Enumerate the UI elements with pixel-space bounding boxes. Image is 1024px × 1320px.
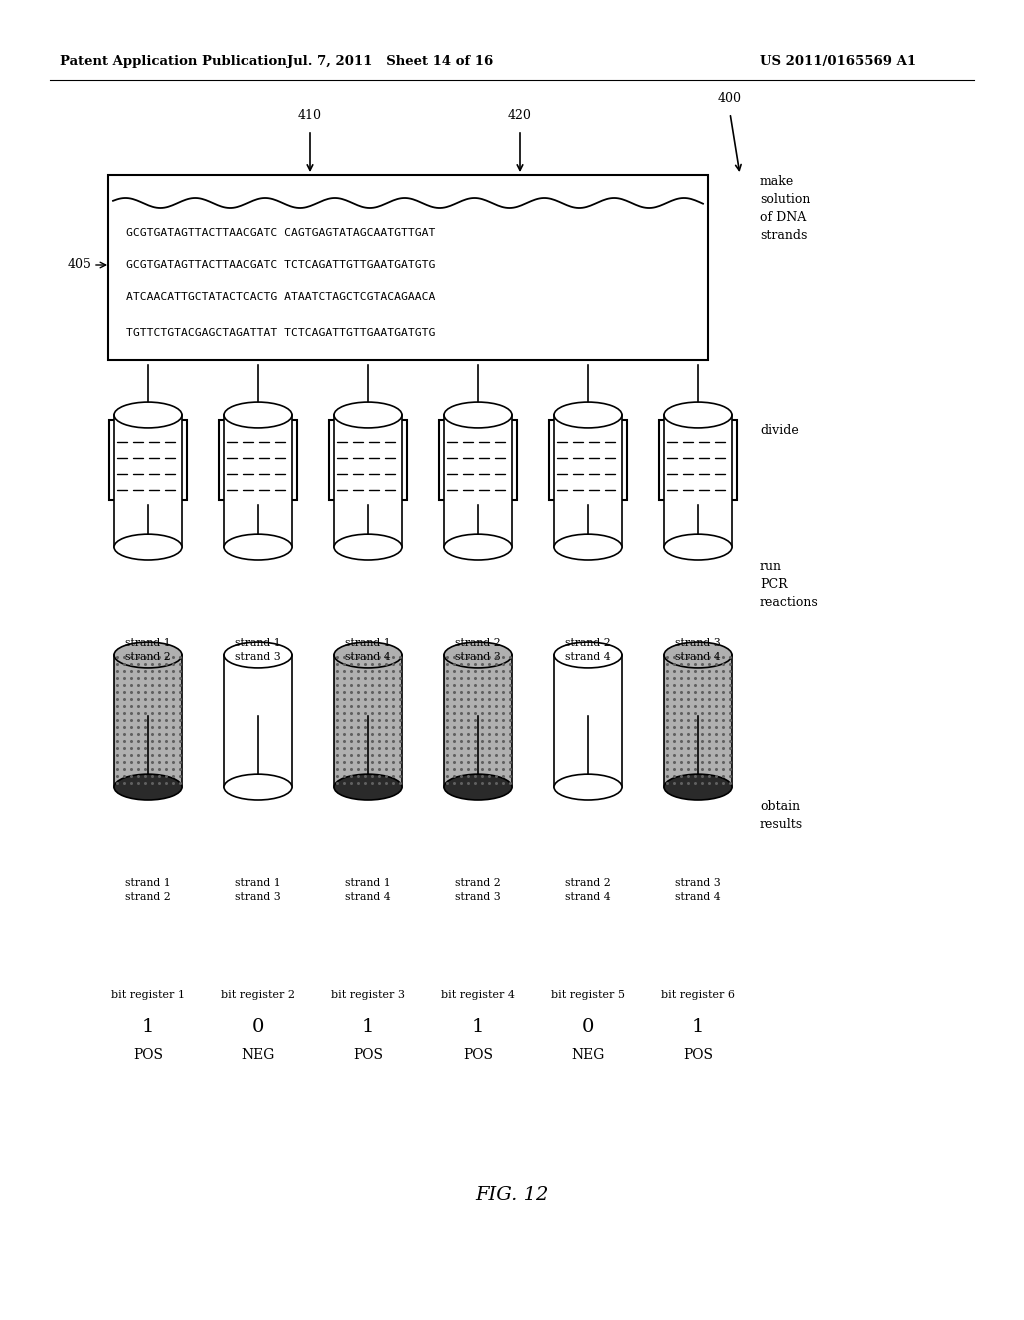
Bar <box>444 414 512 546</box>
Ellipse shape <box>334 774 402 800</box>
Bar <box>224 414 292 546</box>
Text: bit register 6: bit register 6 <box>662 990 735 1001</box>
Ellipse shape <box>114 403 182 428</box>
Text: strand 2
strand 3: strand 2 strand 3 <box>455 639 501 661</box>
Text: 410: 410 <box>298 110 322 121</box>
Bar <box>108 176 708 360</box>
Text: obtain
results: obtain results <box>760 800 803 832</box>
Text: 1: 1 <box>361 1018 374 1036</box>
Text: bit register 2: bit register 2 <box>221 990 295 1001</box>
Ellipse shape <box>334 642 402 668</box>
Text: POS: POS <box>463 1048 493 1063</box>
Bar <box>329 420 407 500</box>
Text: 420: 420 <box>508 110 531 121</box>
Text: FIG. 12: FIG. 12 <box>475 1185 549 1204</box>
Text: bit register 4: bit register 4 <box>441 990 515 1001</box>
Text: make
solution
of DNA
strands: make solution of DNA strands <box>760 176 810 242</box>
Text: strand 3
strand 4: strand 3 strand 4 <box>675 639 721 661</box>
Text: 0: 0 <box>582 1018 594 1036</box>
Ellipse shape <box>554 774 622 800</box>
Text: bit register 1: bit register 1 <box>111 990 185 1001</box>
Ellipse shape <box>444 535 512 560</box>
Text: 0: 0 <box>252 1018 264 1036</box>
Text: strand 1
strand 4: strand 1 strand 4 <box>345 639 391 661</box>
Bar <box>219 420 297 500</box>
Bar <box>114 655 182 787</box>
Text: strand 1
strand 2: strand 1 strand 2 <box>125 639 171 661</box>
Text: GCGTGATAGTTACTTAACGATC TCTCAGATTGTTGAATGATGTG: GCGTGATAGTTACTTAACGATC TCTCAGATTGTTGAATG… <box>126 260 435 271</box>
Ellipse shape <box>114 774 182 800</box>
Bar <box>334 414 402 546</box>
Text: 1: 1 <box>692 1018 705 1036</box>
Text: strand 1
strand 4: strand 1 strand 4 <box>345 878 391 902</box>
Text: strand 1
strand 3: strand 1 strand 3 <box>236 878 281 902</box>
Text: Patent Application Publication: Patent Application Publication <box>60 55 287 69</box>
Bar <box>224 655 292 787</box>
Text: NEG: NEG <box>571 1048 605 1063</box>
Text: GCGTGATAGTTACTTAACGATC CAGTGAGTATAGCAATGTTGAT: GCGTGATAGTTACTTAACGATC CAGTGAGTATAGCAATG… <box>126 228 435 238</box>
Text: strand 2
strand 3: strand 2 strand 3 <box>455 878 501 902</box>
Text: US 2011/0165569 A1: US 2011/0165569 A1 <box>760 55 916 69</box>
Bar <box>114 414 182 546</box>
Ellipse shape <box>664 535 732 560</box>
Ellipse shape <box>224 642 292 668</box>
Text: strand 3
strand 4: strand 3 strand 4 <box>675 878 721 902</box>
Ellipse shape <box>334 535 402 560</box>
Ellipse shape <box>554 403 622 428</box>
Text: TGTTCTGTACGAGCTAGATTAT TCTCAGATTGTTGAATGATGTG: TGTTCTGTACGAGCTAGATTAT TCTCAGATTGTTGAATG… <box>126 327 435 338</box>
Text: ATCAACATTGCTATACTCACTG ATAATCTAGCTCGTACAGAACA: ATCAACATTGCTATACTCACTG ATAATCTAGCTCGTACA… <box>126 292 435 302</box>
Text: 1: 1 <box>472 1018 484 1036</box>
Bar <box>549 420 627 500</box>
Ellipse shape <box>224 403 292 428</box>
Text: strand 1
strand 2: strand 1 strand 2 <box>125 878 171 902</box>
Bar <box>444 655 512 787</box>
Ellipse shape <box>224 774 292 800</box>
Bar <box>109 420 187 500</box>
Bar <box>439 420 517 500</box>
Bar <box>664 414 732 546</box>
Ellipse shape <box>444 403 512 428</box>
Text: 400: 400 <box>718 92 742 106</box>
Text: 405: 405 <box>69 259 92 272</box>
Text: strand 2
strand 4: strand 2 strand 4 <box>565 639 611 661</box>
Bar <box>334 655 402 787</box>
Bar <box>664 655 732 787</box>
Text: NEG: NEG <box>242 1048 274 1063</box>
Text: bit register 5: bit register 5 <box>551 990 625 1001</box>
Ellipse shape <box>554 535 622 560</box>
Text: POS: POS <box>353 1048 383 1063</box>
Text: Jul. 7, 2011   Sheet 14 of 16: Jul. 7, 2011 Sheet 14 of 16 <box>287 55 494 69</box>
Ellipse shape <box>114 535 182 560</box>
Text: strand 1
strand 3: strand 1 strand 3 <box>236 639 281 661</box>
Ellipse shape <box>224 535 292 560</box>
Ellipse shape <box>664 403 732 428</box>
Ellipse shape <box>664 774 732 800</box>
Text: run
PCR
reactions: run PCR reactions <box>760 560 819 609</box>
Text: 1: 1 <box>141 1018 155 1036</box>
Ellipse shape <box>334 403 402 428</box>
Text: divide: divide <box>760 424 799 437</box>
Bar <box>554 655 622 787</box>
Text: strand 2
strand 4: strand 2 strand 4 <box>565 878 611 902</box>
Ellipse shape <box>114 642 182 668</box>
Bar <box>659 420 737 500</box>
Text: POS: POS <box>683 1048 713 1063</box>
Ellipse shape <box>664 642 732 668</box>
Ellipse shape <box>554 642 622 668</box>
Ellipse shape <box>444 774 512 800</box>
Text: bit register 3: bit register 3 <box>331 990 406 1001</box>
Ellipse shape <box>444 642 512 668</box>
Text: POS: POS <box>133 1048 163 1063</box>
Bar <box>554 414 622 546</box>
